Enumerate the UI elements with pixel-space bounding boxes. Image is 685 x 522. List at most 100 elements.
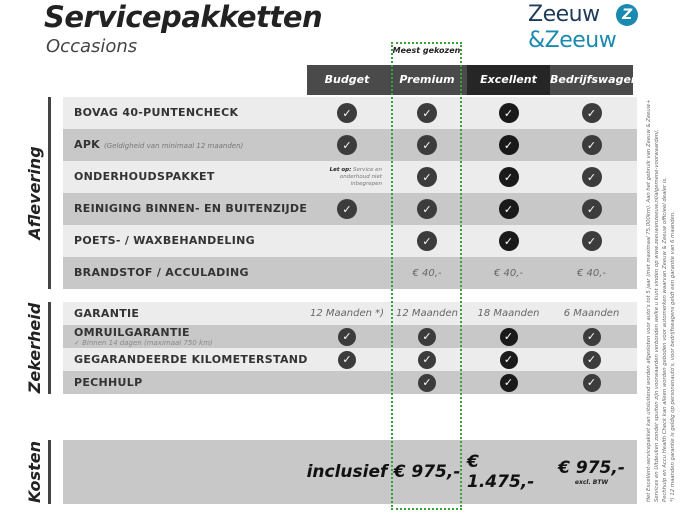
column-header-premium: Premium (387, 65, 467, 95)
check-icon: ✓ (581, 199, 602, 219)
logo: Zeeuw &Zeeuw Z (528, 2, 638, 54)
row-label: OMRUILGARANTIE (74, 326, 190, 339)
cell-excellent: ✓ (467, 129, 550, 161)
row-label: GEGARANDEERDE KILOMETERSTAND (74, 348, 308, 371)
cell-premium: € 40,- (387, 257, 467, 289)
cell-excellent: ✓ (467, 348, 550, 371)
table-row: BOVAG 40-PUNTENCHECK ✓ ✓ ✓ ✓ (63, 97, 637, 129)
cell-premium: ✓ (387, 161, 467, 193)
table-row: POETS- / WAXBEHANDELING ✓ ✓ ✓ (63, 225, 637, 257)
row-label-text: GEGARANDEERDE KILOMETERSTAND (74, 353, 308, 366)
cell-budget: ✓ (307, 129, 387, 161)
premium-highlight-frame (391, 42, 462, 510)
row-label: ONDERHOUDSPAKKET (74, 161, 215, 193)
row-label-text: ONDERHOUDSPAKKET (74, 170, 215, 183)
cell-budget: ✓ (307, 348, 387, 371)
check-icon: ✓ (417, 199, 437, 219)
cell-bedrijfswagens: ✓ (550, 161, 633, 193)
check-icon: ✓ (338, 327, 356, 346)
cell-excellent: 18 Maanden (467, 302, 550, 325)
check-icon: ✓ (498, 135, 519, 155)
price-value: inclusief (306, 462, 388, 482)
cell-value: € 40,- (412, 267, 442, 279)
check-icon: ✓ (418, 373, 436, 392)
row-label: GARANTIE (74, 302, 139, 325)
price-bedrijfswagens: € 975,- excl. BTW (550, 440, 633, 504)
table-row: GARANTIE 12 Maanden *) 12 Maanden 18 Maande… (63, 302, 637, 325)
section-label-zekerheid: Zekerheid (25, 302, 44, 394)
table-row: BRANDSTOF / ACCULADING € 40,- € 40,- € 40,- (63, 257, 637, 289)
price-premium: € 975,- (387, 440, 467, 504)
check-icon: ✓ (582, 373, 601, 392)
column-header-budget: Budget (307, 65, 387, 95)
price-budget: inclusief (306, 440, 388, 504)
cell-premium: ✓ (387, 97, 467, 129)
cell-budget: ✓ (307, 325, 387, 348)
row-label-text: OMRUILGARANTIE (74, 326, 190, 339)
row-label: APK (Geldigheid van minimaal 12 maanden) (74, 129, 243, 162)
cell-excellent: ✓ (467, 97, 550, 129)
check-icon: ✓ (338, 350, 356, 369)
table-row: REINIGING BINNEN- EN BUITENZIJDE ✓ ✓ ✓ ✓ (63, 193, 637, 225)
cell-premium: ✓ (387, 348, 467, 371)
footnote: Het Excellent-servicepakket kan uitsluit… (645, 62, 681, 502)
footnote-line: *) 12 maanden garantie is geldig op pers… (670, 211, 676, 502)
table-row: ONDERHOUDSPAKKET Let op: Service en onder… (63, 161, 637, 193)
table-row: OMRUILGARANTIE ✓ Binnen 14 dagen (maximaa… (63, 325, 637, 348)
cell-bedrijfswagens: ✓ (550, 97, 633, 129)
check-icon: ✓ (498, 231, 519, 251)
check-icon: ✓ (417, 135, 437, 155)
cell-premium: ✓ (387, 225, 467, 257)
cell-bedrijfswagens: ✓ (550, 193, 633, 225)
warning-bold: Let op: (329, 166, 352, 173)
cell-budget: 12 Maanden *) (307, 302, 387, 325)
cell-value: € 40,- (576, 267, 607, 279)
cell-excellent: ✓ (467, 161, 550, 193)
cell-premium: 12 Maanden (387, 302, 467, 325)
cell-value: 12 Maanden *) (309, 308, 385, 319)
check-icon: ✓ (499, 373, 518, 392)
logo-z-icon: Z (616, 4, 638, 26)
check-icon: ✓ (499, 327, 518, 346)
row-label-text: REINIGING BINNEN- EN BUITENZIJDE (74, 202, 308, 215)
cell-value: 6 Maanden (563, 308, 620, 319)
warning-text: Service en onderhoud niet inbegrepen (339, 166, 382, 187)
row-label-text: BOVAG 40-PUNTENCHECK (74, 106, 239, 119)
price-value: € 975,- (558, 457, 625, 478)
check-icon: ✓ (581, 167, 602, 187)
check-icon: ✓ (337, 135, 357, 155)
cell-premium: ✓ (387, 129, 467, 161)
page-subtitle: Occasions (46, 36, 138, 57)
check-icon: ✓ (498, 103, 519, 123)
check-icon: ✓ (499, 350, 518, 369)
check-icon: ✓ (581, 135, 602, 155)
cell-bedrijfswagens: ✓ (550, 325, 633, 348)
check-icon: ✓ (498, 199, 519, 219)
cell-budget: ✓ (307, 193, 387, 225)
row-label-text: PECHHULP (74, 376, 143, 389)
logo-line2: &Zeeuw (528, 28, 617, 53)
row-label-text: BRANDSTOF / ACCULADING (74, 266, 249, 279)
section-label-aflevering: Aflevering (25, 146, 44, 240)
row-label: PECHHULP (74, 371, 142, 394)
footnote-line: Services en Uitdeuken zonder spuiten zij… (654, 129, 660, 502)
cell-budget (307, 257, 387, 289)
column-header-excellent: Excellent (467, 65, 550, 95)
check-icon: ✓ (417, 167, 437, 187)
table-row: APK (Geldigheid van minimaal 12 maanden) ✓… (63, 129, 637, 161)
cell-bedrijfswagens: € 40,- (550, 257, 633, 289)
row-label-text: GARANTIE (74, 307, 140, 320)
cell-bedrijfswagens: ✓ (550, 129, 633, 161)
section-label-kosten: Kosten (25, 441, 44, 503)
check-icon: ✓ (418, 327, 436, 346)
logo-line1: Zeeuw (528, 2, 600, 27)
cell-bedrijfswagens: 6 Maanden (550, 302, 633, 325)
footnote-line: Pechhulp en Accu Health Check kan alleen… (662, 177, 668, 502)
price-value: € 1.475,- (467, 452, 535, 492)
check-icon: ✓ (582, 327, 601, 346)
cell-budget (307, 225, 387, 257)
cell-premium: ✓ (387, 193, 467, 225)
row-subnote: ✓ Binnen 14 dagen (maximaal 750 km) (74, 339, 213, 347)
cell-excellent: ✓ (467, 193, 550, 225)
row-label: BRANDSTOF / ACCULADING (74, 257, 249, 289)
